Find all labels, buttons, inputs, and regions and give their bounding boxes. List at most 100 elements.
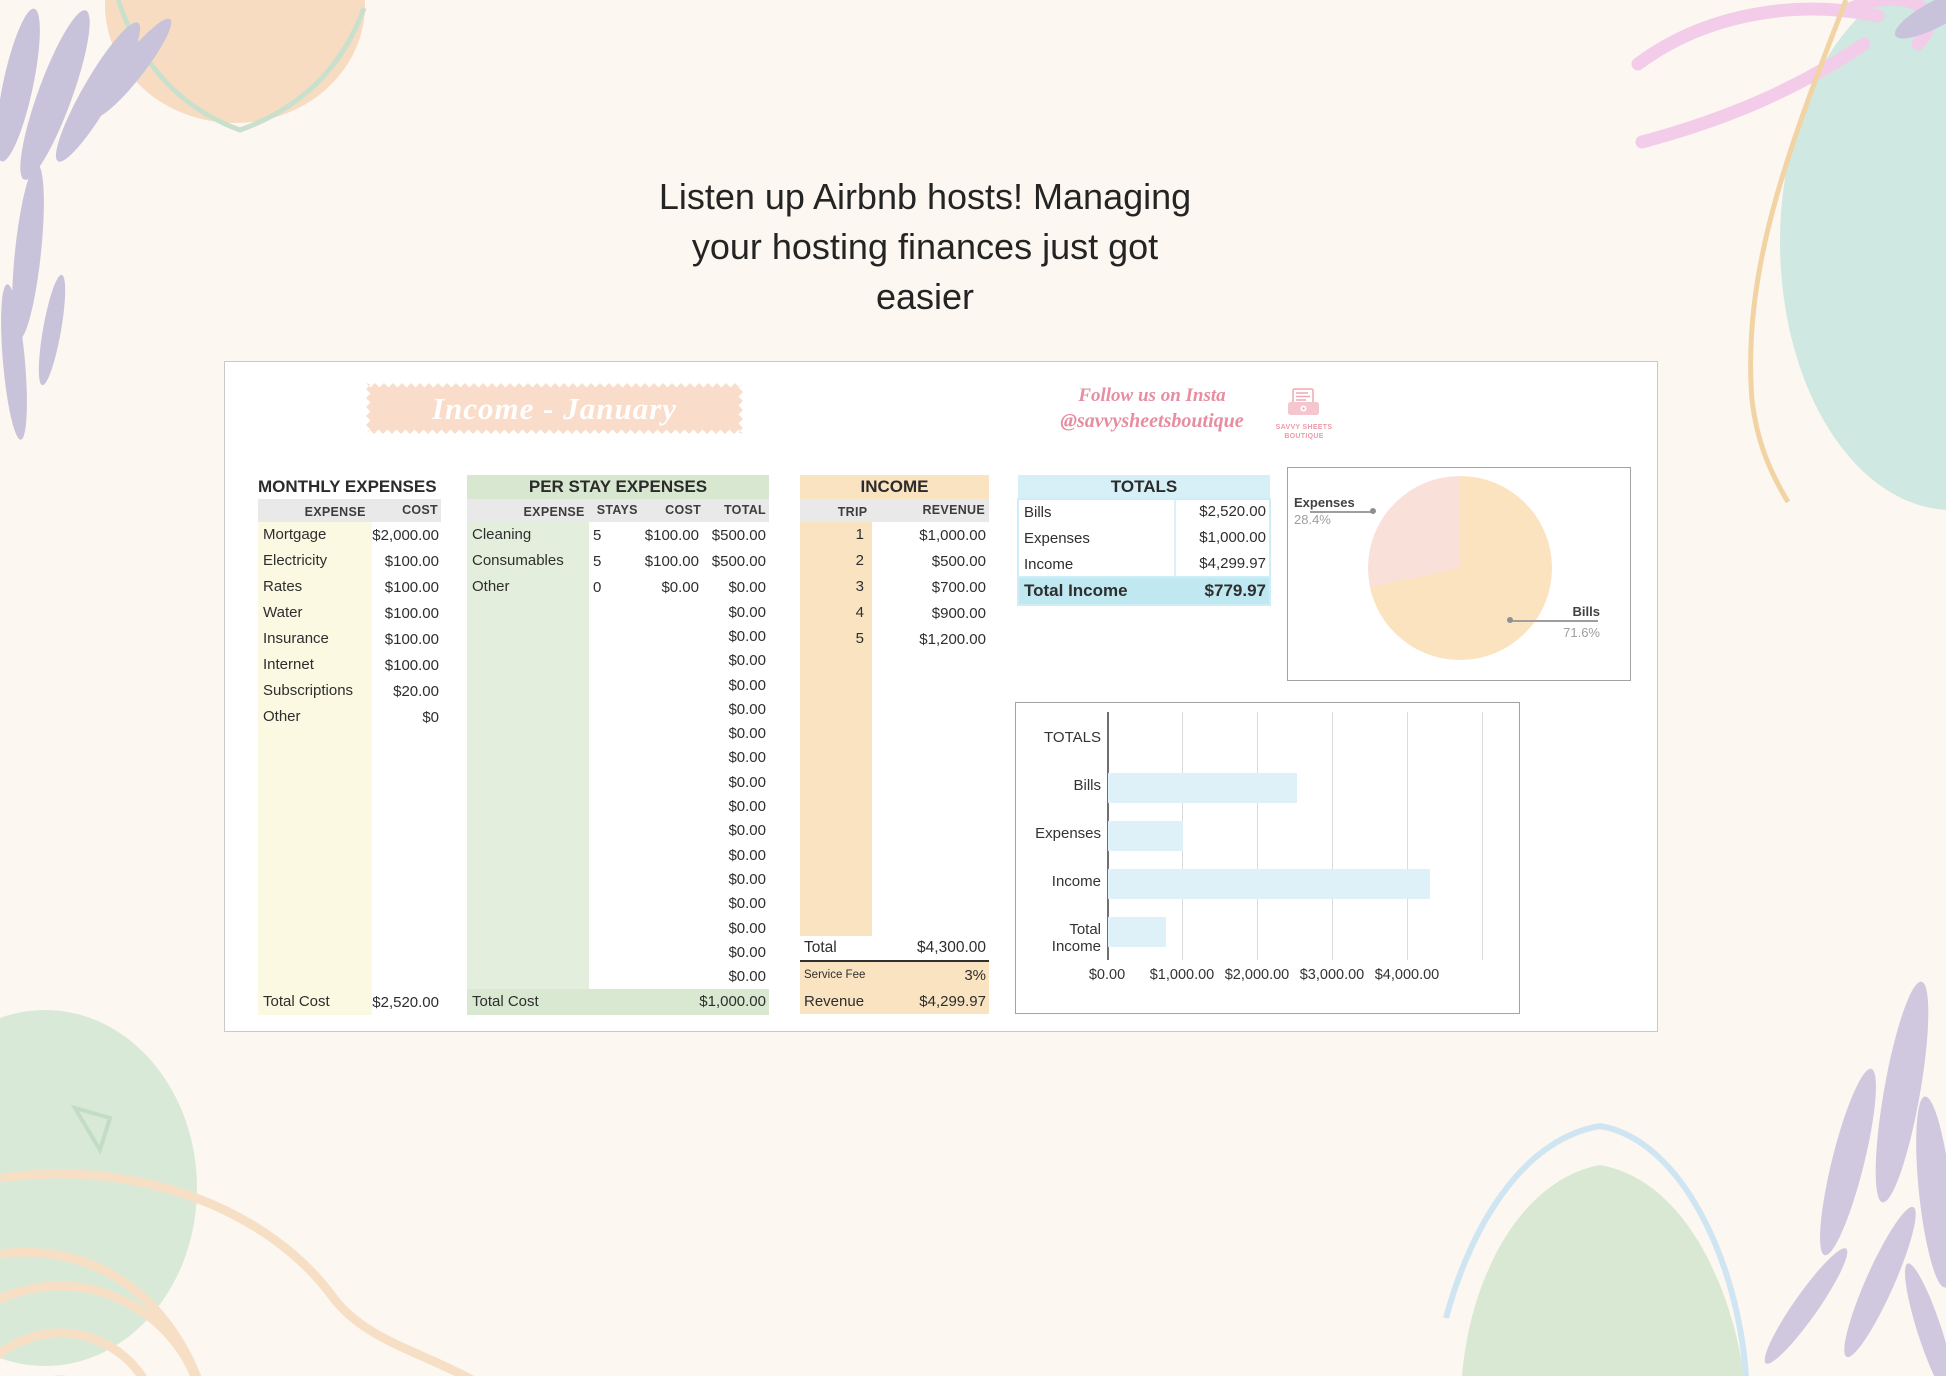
cell: 5 [800, 626, 872, 652]
table-row: Other $0 [258, 704, 441, 730]
bar [1108, 772, 1297, 803]
table-row: Income $4,299.97 [1018, 551, 1270, 577]
cell: $1,000.00 [919, 526, 986, 544]
leader-line [1310, 511, 1372, 513]
empty-row: $0.00 [467, 648, 769, 673]
cell [467, 697, 589, 722]
empty-row: $0.00 [467, 624, 769, 649]
cell: $0.00 [728, 749, 766, 767]
service-fee-value: 3% [964, 966, 986, 984]
total-income-label: Total Income [1024, 581, 1128, 600]
income-total-row: Total $4,300.00 [800, 936, 989, 962]
cell: $0.00 [728, 870, 766, 888]
cell [467, 867, 589, 892]
cell: $0.00 [661, 578, 699, 596]
cell: 5 [593, 552, 602, 570]
cell: $700.00 [931, 578, 986, 596]
page-title-line: Listen up Airbnb hosts! Managing [658, 176, 1192, 217]
service-fee-label: Service Fee [804, 969, 866, 981]
cell: $0.00 [728, 895, 766, 913]
cell: $20.00 [393, 682, 439, 700]
totals-table: TOTALS Bills $2,520.00 Expenses $1,000.00 In… [1017, 475, 1271, 606]
empty-row: $0.00 [467, 745, 769, 771]
table-row: Cleaning 5 $100.00 $500.00 [467, 522, 769, 548]
pie-label-bills: Bills [1572, 604, 1600, 619]
pie-label-expenses: Expenses [1294, 495, 1355, 510]
header-cell: COST [375, 499, 441, 522]
brand-logo: SAVVY SHEETS BOUTIQUE [1273, 388, 1335, 441]
cell: Water [258, 600, 372, 626]
x-axis-label: $3,000.00 [1299, 967, 1365, 983]
cell: $0.00 [728, 578, 766, 596]
gridline [1407, 712, 1408, 960]
empty-row: $0.00 [467, 600, 769, 625]
cell: $1,200.00 [919, 630, 986, 648]
logo-text-line2: BOUTIQUE [1284, 433, 1324, 440]
service-fee-row: Service Fee 3% [800, 962, 989, 988]
empty-row: $0.00 [467, 721, 769, 746]
cell: Other [258, 704, 372, 730]
revenue-value: $4,299.97 [919, 992, 986, 1010]
per-stay-header: EXPENSE STAYS COST TOTAL [467, 499, 769, 522]
x-axis-label: $0.00 [1088, 967, 1126, 983]
insta-handle: @savvysheetsboutique [1060, 410, 1244, 432]
header-cell: COST [641, 499, 705, 522]
per-stay-empty-rows: $0.00 $0.00 $0.00 $0.00 $0.00 $0.00 $0.00 $0.00… [467, 600, 769, 989]
per-stay-rows: Cleaning 5 $100.00 $500.00 Consumables 5 $100.… [467, 522, 769, 600]
x-axis-label: $1,000.00 [1149, 967, 1215, 983]
cell: Insurance [258, 626, 372, 652]
table-row: Mortgage $2,000.00 [258, 522, 441, 548]
cell: $0.00 [728, 627, 766, 645]
header-cell: EXPENSE [467, 499, 593, 522]
bar [1108, 916, 1167, 947]
table-row: Consumables 5 $100.00 $500.00 [467, 548, 769, 574]
cell: $0 [422, 708, 439, 726]
income-rows: 1 $1,000.00 2 $500.00 3 $700.00 4 $900.00 5 $1,20… [800, 522, 989, 652]
totals-title: TOTALS [1018, 475, 1270, 499]
header-cell: STAYS [592, 499, 642, 522]
cell: 0 [593, 578, 602, 596]
cell: 5 [593, 526, 602, 544]
header-cell: REVENUE [875, 499, 989, 522]
cell [467, 794, 589, 819]
cell: $2,000.00 [372, 526, 439, 544]
cell: $0.00 [728, 725, 766, 743]
cell: 4 [800, 600, 872, 626]
empty-row: $0.00 [467, 867, 769, 892]
cell [467, 721, 589, 746]
cell: $100.00 [384, 604, 439, 622]
instagram-callout: Follow us on Insta @savvysheetsboutique [1043, 384, 1261, 435]
total-label: Total [804, 939, 837, 956]
pie-graphic [1368, 476, 1552, 660]
header-cell: TOTAL [704, 499, 769, 522]
cell: $900.00 [931, 604, 986, 622]
empty-row: $0.00 [467, 794, 769, 819]
table-row: Expenses $1,000.00 [1018, 525, 1270, 551]
empty-row: $0.00 [467, 818, 769, 843]
leader-dot [1370, 508, 1376, 514]
cell: $0.00 [728, 773, 766, 791]
table-row: 5 $1,200.00 [800, 626, 989, 652]
empty-row: $0.00 [467, 940, 769, 965]
bar-category-label: Total Income [1051, 920, 1101, 955]
logo-text-line1: SAVVY SHEETS [1275, 424, 1333, 431]
cell: 3 [800, 574, 872, 600]
per-stay-expenses-table: PER STAY EXPENSES EXPENSE STAYS COST TOT… [467, 475, 769, 1015]
pie-chart: Expenses 28.4% Bills 71.6% [1287, 467, 1631, 681]
empty-row: $0.00 [467, 770, 769, 795]
cell: $4,299.97 [1174, 551, 1270, 577]
cell: Electricity [258, 548, 372, 574]
cell: Subscriptions [258, 678, 372, 704]
table-row: Bills $2,520.00 [1018, 499, 1270, 525]
bar-category-label: Bills [1073, 776, 1101, 794]
cell: $500.00 [711, 526, 766, 544]
cell: $0.00 [728, 603, 766, 621]
cell: $0.00 [728, 822, 766, 840]
cell: $1,000.00 [1174, 525, 1270, 551]
table-row: Electricity $100.00 [258, 548, 441, 574]
revenue-label: Revenue [804, 992, 865, 1010]
cell: $0.00 [728, 700, 766, 718]
cell: Cleaning [467, 522, 589, 548]
cell: $500.00 [711, 552, 766, 570]
